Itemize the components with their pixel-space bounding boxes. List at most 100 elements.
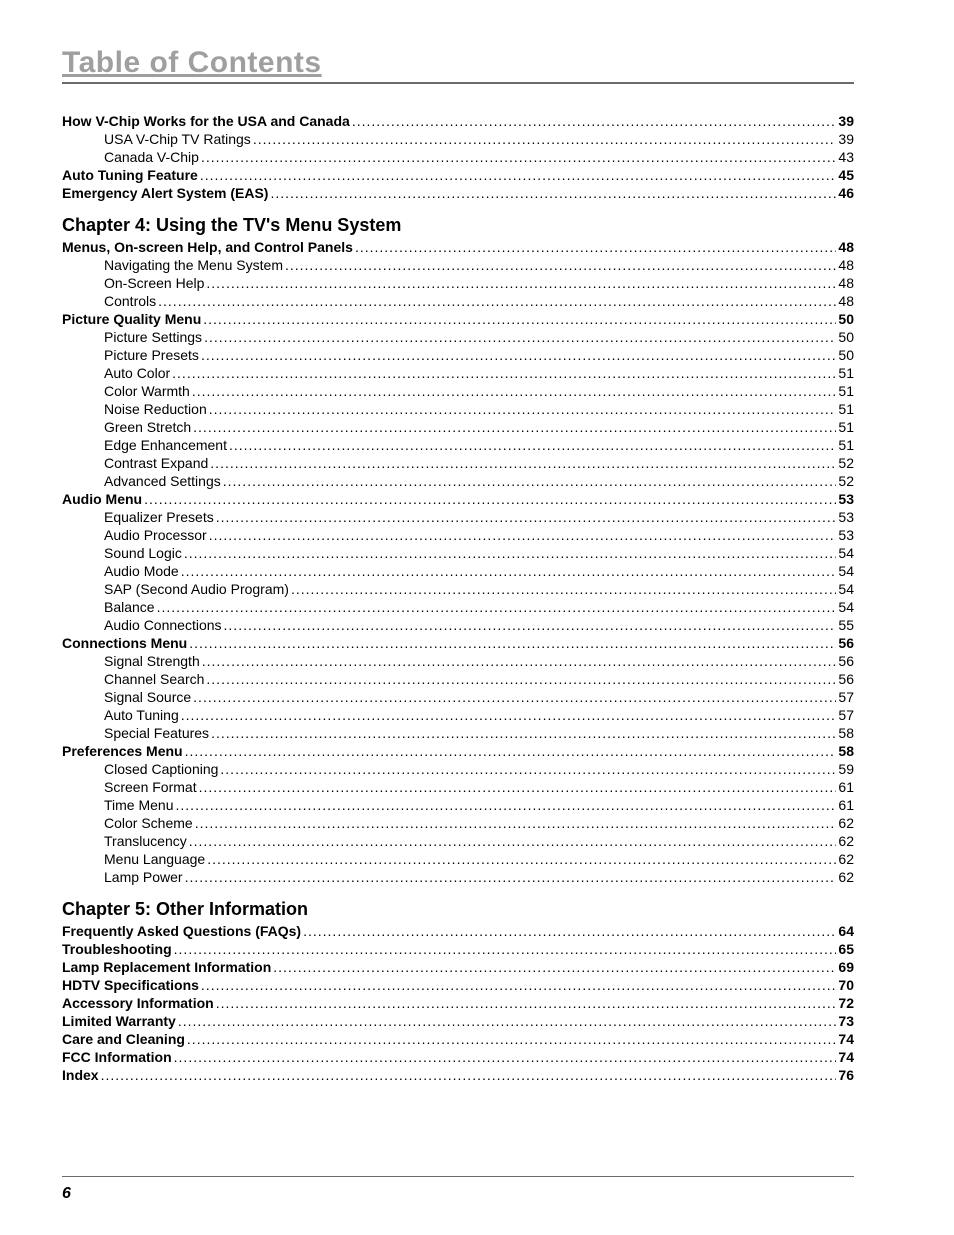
toc-row: Sound Logic54 [62,544,854,562]
toc-entry-label: Picture Settings [104,330,202,344]
toc-row: Green Stretch51 [62,418,854,436]
toc-entry-page: 76 [838,1068,854,1082]
toc-entry-label: Lamp Replacement Information [62,960,271,974]
toc-entry-label: FCC Information [62,1050,172,1064]
toc-row: Audio Processor53 [62,526,854,544]
toc-row: Lamp Power62 [62,868,854,886]
toc-entry-label: Audio Mode [104,564,179,578]
toc-row: Auto Tuning Feature45 [62,166,854,184]
toc-entry-label: HDTV Specifications [62,978,199,992]
toc-row: Picture Quality Menu50 [62,310,854,328]
toc-leader-dots [174,1050,837,1064]
toc-entry-label: Limited Warranty [62,1014,176,1028]
toc-row: Auto Tuning57 [62,706,854,724]
toc-entry-page: 51 [838,384,854,398]
toc-leader-dots [202,654,837,668]
toc-entry-page: 48 [838,258,854,272]
toc-entry-page: 57 [838,690,854,704]
toc-row: HDTV Specifications70 [62,976,854,994]
toc-leader-dots [210,456,836,470]
toc-entry-label: Contrast Expand [104,456,208,470]
page-number: 6 [62,1185,71,1203]
toc-leader-dots [195,816,837,830]
toc-entry-label: Edge Enhancement [104,438,227,452]
toc-entry-label: Connections Menu [62,636,187,650]
page-title: Table of Contents [62,46,854,80]
toc-row: Channel Search56 [62,670,854,688]
toc-entry-label: Troubleshooting [62,942,172,956]
toc-leader-dots [185,744,837,758]
toc-entry-label: Navigating the Menu System [104,258,283,272]
toc-leader-dots [181,564,837,578]
toc-entry-label: Accessory Information [62,996,214,1010]
toc-row: Signal Strength56 [62,652,854,670]
toc-entry-label: SAP (Second Audio Program) [104,582,289,596]
toc-entry-page: 61 [838,780,854,794]
toc-entry-label: Audio Menu [62,492,142,506]
toc-row: Closed Captioning59 [62,760,854,778]
toc-entry-label: USA V-Chip TV Ratings [104,132,251,146]
toc-entry-page: 58 [838,744,854,758]
toc-row: Color Warmth51 [62,382,854,400]
toc-row: Noise Reduction51 [62,400,854,418]
toc-row: Preferences Menu58 [62,742,854,760]
toc-row: How V-Chip Works for the USA and Canada3… [62,112,854,130]
toc-entry-label: Translucency [104,834,187,848]
toc-entry-page: 51 [838,420,854,434]
toc-entry-label: Closed Captioning [104,762,218,776]
toc-entry-label: Controls [104,294,156,308]
toc-leader-dots [206,672,836,686]
toc-entry-page: 53 [838,510,854,524]
toc-entry-page: 53 [838,528,854,542]
toc-leader-dots [185,870,837,884]
toc-leader-dots [229,438,836,452]
toc-leader-dots [209,528,837,542]
toc-leader-dots [253,132,837,146]
toc-row: Limited Warranty73 [62,1012,854,1030]
toc-entry-page: 43 [838,150,854,164]
toc-row: Translucency62 [62,832,854,850]
toc-leader-dots [178,1014,837,1028]
toc-entry-page: 39 [838,132,854,146]
toc-entry-page: 52 [838,456,854,470]
toc-entry-label: Canada V-Chip [104,150,199,164]
toc-leader-dots [201,348,836,362]
toc-entry-label: Picture Presets [104,348,199,362]
toc-entry-label: Frequently Asked Questions (FAQs) [62,924,301,938]
toc-leader-dots [200,168,837,182]
toc-leader-dots [207,852,836,866]
toc-entry-page: 54 [838,582,854,596]
toc-entry-label: Special Features [104,726,209,740]
toc-entry-label: Screen Format [104,780,197,794]
toc-leader-dots [189,834,837,848]
toc-row: Canada V-Chip 43 [62,148,854,166]
toc-leader-dots [193,690,836,704]
toc-entry-label: Picture Quality Menu [62,312,201,326]
toc-leader-dots [157,600,837,614]
toc-leader-dots [352,114,837,128]
toc-row: Menus, On-screen Help, and Control Panel… [62,238,854,256]
toc-row: Advanced Settings52 [62,472,854,490]
toc-leader-dots [184,546,837,560]
toc-leader-dots [172,366,836,380]
toc-leader-dots [303,924,836,938]
toc-entry-label: Equalizer Presets [104,510,214,524]
toc-entry-label: Noise Reduction [104,402,207,416]
toc-leader-dots [285,258,836,272]
toc-leader-dots [273,960,836,974]
toc-row: Frequently Asked Questions (FAQs) 64 [62,922,854,940]
toc-row: Auto Color51 [62,364,854,382]
toc-entry-label: Care and Cleaning [62,1032,185,1046]
toc-row: Navigating the Menu System 48 [62,256,854,274]
toc-entry-page: 64 [838,924,854,938]
toc-leader-dots [192,384,837,398]
toc-row: Emergency Alert System (EAS)46 [62,184,854,202]
document-page: Table of Contents How V-Chip Works for t… [0,0,954,1235]
toc-entry-page: 50 [838,330,854,344]
toc-entry-label: Menu Language [104,852,205,866]
toc-entry-label: Signal Strength [104,654,200,668]
toc-row: Contrast Expand 52 [62,454,854,472]
toc-row: SAP (Second Audio Program) 54 [62,580,854,598]
toc-row: Troubleshooting65 [62,940,854,958]
toc-entry-label: Auto Tuning Feature [62,168,198,182]
